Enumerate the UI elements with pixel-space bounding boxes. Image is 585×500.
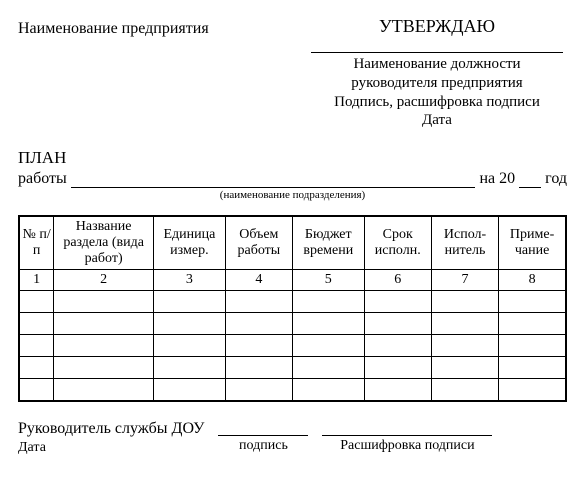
table-cell[interactable] xyxy=(431,313,498,335)
table-cell[interactable] xyxy=(292,291,364,313)
table-cell[interactable] xyxy=(431,379,498,401)
work-prefix: работы xyxy=(18,170,67,188)
table-cell[interactable] xyxy=(499,335,566,357)
table-cell[interactable] xyxy=(364,357,431,379)
plan-title: ПЛАН xyxy=(18,148,567,168)
table-cell[interactable] xyxy=(364,335,431,357)
signature-label: подпись xyxy=(218,438,308,454)
table-cell[interactable] xyxy=(225,357,292,379)
table-cell[interactable] xyxy=(292,357,364,379)
signature-decode-label: Расшифровка подписи xyxy=(322,438,492,454)
year-prefix: на 20 xyxy=(479,170,515,188)
table-cell[interactable] xyxy=(292,313,364,335)
table-row[interactable] xyxy=(19,357,566,379)
work-line: работы на 20 год xyxy=(18,170,567,188)
table-cell[interactable] xyxy=(499,291,566,313)
table-cell[interactable] xyxy=(364,291,431,313)
col-header-note: Приме-чание xyxy=(499,216,566,270)
table-cell[interactable] xyxy=(154,335,226,357)
col-header-budget: Бюджет времени xyxy=(292,216,364,270)
table-cell[interactable] xyxy=(431,357,498,379)
table-cell[interactable] xyxy=(499,313,566,335)
approval-block: УТВЕРЖДАЮ Наименование должности руковод… xyxy=(307,16,567,130)
table-row[interactable] xyxy=(19,379,566,401)
colnum-2: 2 xyxy=(54,270,154,291)
table-cell[interactable] xyxy=(225,313,292,335)
enterprise-name-label: Наименование предприятия xyxy=(18,16,209,38)
table-row[interactable] xyxy=(19,335,566,357)
subdivision-caption: (наименование подразделения) xyxy=(18,189,567,201)
colnum-3: 3 xyxy=(154,270,226,291)
col-header-unit: Единица измер. xyxy=(154,216,226,270)
table-cell[interactable] xyxy=(154,313,226,335)
table-header-row: № п/п Название раздела (вида работ) Един… xyxy=(19,216,566,270)
signature-decode-block: Расшифровка подписи xyxy=(322,420,492,454)
plan-block: ПЛАН работы на 20 год (наименование подр… xyxy=(18,148,567,201)
table-cell[interactable] xyxy=(19,379,54,401)
table-cell[interactable] xyxy=(499,379,566,401)
plan-table: № п/п Название раздела (вида работ) Един… xyxy=(18,215,567,402)
table-cell[interactable] xyxy=(364,313,431,335)
approve-date-label: Дата xyxy=(307,111,567,130)
header-row: Наименование предприятия УТВЕРЖДАЮ Наиме… xyxy=(18,16,567,130)
col-header-section: Название раздела (вида работ) xyxy=(54,216,154,270)
table-cell[interactable] xyxy=(292,379,364,401)
approve-position-label-1: Наименование должности xyxy=(307,55,567,74)
table-cell[interactable] xyxy=(19,291,54,313)
colnum-1: 1 xyxy=(19,270,54,291)
table-cell[interactable] xyxy=(19,357,54,379)
table-cell[interactable] xyxy=(431,291,498,313)
table-row[interactable] xyxy=(19,291,566,313)
approve-signature-line[interactable] xyxy=(311,39,563,53)
table-cell[interactable] xyxy=(19,313,54,335)
col-header-volume: Объем работы xyxy=(225,216,292,270)
table-cell[interactable] xyxy=(54,313,154,335)
footer-row: Руководитель службы ДОУ Дата подпись Рас… xyxy=(18,420,567,456)
footer-date-label: Дата xyxy=(18,440,204,456)
table-body: 1 2 3 4 5 6 7 8 xyxy=(19,270,566,401)
table-cell[interactable] xyxy=(54,291,154,313)
table-cell[interactable] xyxy=(54,357,154,379)
colnum-7: 7 xyxy=(431,270,498,291)
table-cell[interactable] xyxy=(54,335,154,357)
head-of-service-label: Руководитель службы ДОУ xyxy=(18,420,204,438)
table-cell[interactable] xyxy=(499,357,566,379)
table-cell[interactable] xyxy=(225,335,292,357)
col-header-executor: Испол-нитель xyxy=(431,216,498,270)
table-cell[interactable] xyxy=(431,335,498,357)
table-number-row: 1 2 3 4 5 6 7 8 xyxy=(19,270,566,291)
colnum-4: 4 xyxy=(225,270,292,291)
approve-signature-label: Подпись, расшифровка подписи xyxy=(307,93,567,112)
table-cell[interactable] xyxy=(19,335,54,357)
approve-title: УТВЕРЖДАЮ xyxy=(307,16,567,37)
table-cell[interactable] xyxy=(154,357,226,379)
col-header-number: № п/п xyxy=(19,216,54,270)
approve-position-label-2: руководителя предприятия xyxy=(307,74,567,93)
colnum-5: 5 xyxy=(292,270,364,291)
table-cell[interactable] xyxy=(54,379,154,401)
table-cell[interactable] xyxy=(154,379,226,401)
year-input-line[interactable] xyxy=(519,173,541,188)
year-suffix: год xyxy=(545,170,567,188)
table-cell[interactable] xyxy=(225,291,292,313)
colnum-8: 8 xyxy=(499,270,566,291)
table-cell[interactable] xyxy=(364,379,431,401)
table-row[interactable] xyxy=(19,313,566,335)
signature-block: подпись xyxy=(218,420,308,454)
table-cell[interactable] xyxy=(225,379,292,401)
signature-decode-line[interactable] xyxy=(322,420,492,436)
footer-left: Руководитель службы ДОУ Дата xyxy=(18,420,204,456)
subdivision-input-line[interactable] xyxy=(71,173,476,188)
signature-line[interactable] xyxy=(218,420,308,436)
colnum-6: 6 xyxy=(364,270,431,291)
table-cell[interactable] xyxy=(292,335,364,357)
col-header-deadline: Срок исполн. xyxy=(364,216,431,270)
table-cell[interactable] xyxy=(154,291,226,313)
